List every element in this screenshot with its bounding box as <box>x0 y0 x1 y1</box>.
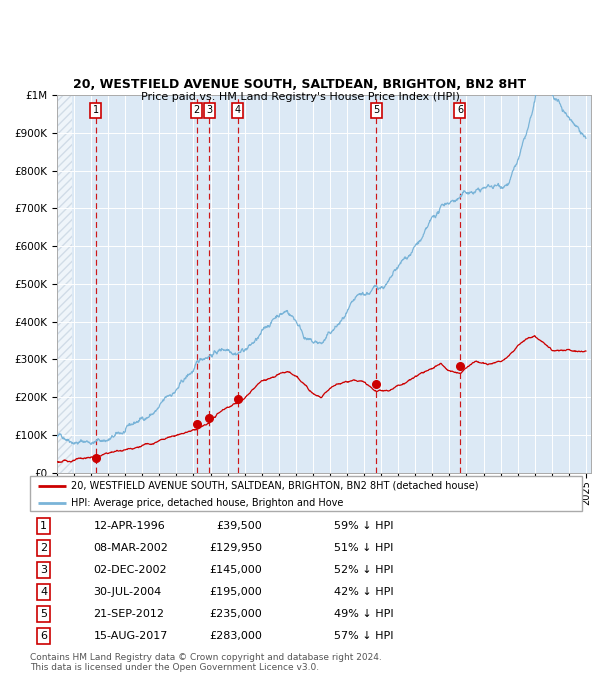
Text: £39,500: £39,500 <box>216 521 262 531</box>
Text: 08-MAR-2002: 08-MAR-2002 <box>94 543 169 553</box>
Text: 20, WESTFIELD AVENUE SOUTH, SALTDEAN, BRIGHTON, BN2 8HT (detached house): 20, WESTFIELD AVENUE SOUTH, SALTDEAN, BR… <box>71 481 479 491</box>
Text: 4: 4 <box>235 105 241 116</box>
Text: 2: 2 <box>40 543 47 553</box>
FancyBboxPatch shape <box>30 476 582 511</box>
Bar <box>57 95 71 473</box>
Text: 12-APR-1996: 12-APR-1996 <box>94 521 165 531</box>
Text: 2: 2 <box>193 105 200 116</box>
Text: £235,000: £235,000 <box>209 609 262 619</box>
Text: 3: 3 <box>206 105 212 116</box>
Text: 49% ↓ HPI: 49% ↓ HPI <box>334 609 393 619</box>
Text: 6: 6 <box>457 105 463 116</box>
Text: 1: 1 <box>40 521 47 531</box>
Text: Contains HM Land Registry data © Crown copyright and database right 2024.: Contains HM Land Registry data © Crown c… <box>30 653 382 662</box>
Text: 59% ↓ HPI: 59% ↓ HPI <box>334 521 393 531</box>
Text: 15-AUG-2017: 15-AUG-2017 <box>94 631 168 641</box>
Text: 1: 1 <box>93 105 99 116</box>
Text: £145,000: £145,000 <box>209 565 262 575</box>
Text: £195,000: £195,000 <box>209 587 262 597</box>
Text: 4: 4 <box>40 587 47 597</box>
Text: 42% ↓ HPI: 42% ↓ HPI <box>334 587 393 597</box>
Text: 6: 6 <box>40 631 47 641</box>
Text: £283,000: £283,000 <box>209 631 262 641</box>
Text: 20, WESTFIELD AVENUE SOUTH, SALTDEAN, BRIGHTON, BN2 8HT: 20, WESTFIELD AVENUE SOUTH, SALTDEAN, BR… <box>73 78 527 91</box>
Text: 21-SEP-2012: 21-SEP-2012 <box>94 609 164 619</box>
Text: Price paid vs. HM Land Registry's House Price Index (HPI): Price paid vs. HM Land Registry's House … <box>140 92 460 101</box>
Text: 30-JUL-2004: 30-JUL-2004 <box>94 587 162 597</box>
Text: 57% ↓ HPI: 57% ↓ HPI <box>334 631 393 641</box>
Text: 5: 5 <box>373 105 380 116</box>
Text: £129,950: £129,950 <box>209 543 262 553</box>
Text: This data is licensed under the Open Government Licence v3.0.: This data is licensed under the Open Gov… <box>30 664 319 673</box>
Text: HPI: Average price, detached house, Brighton and Hove: HPI: Average price, detached house, Brig… <box>71 498 344 507</box>
Text: 02-DEC-2002: 02-DEC-2002 <box>94 565 167 575</box>
Text: 5: 5 <box>40 609 47 619</box>
Text: 3: 3 <box>40 565 47 575</box>
Text: 51% ↓ HPI: 51% ↓ HPI <box>334 543 393 553</box>
Text: 52% ↓ HPI: 52% ↓ HPI <box>334 565 393 575</box>
